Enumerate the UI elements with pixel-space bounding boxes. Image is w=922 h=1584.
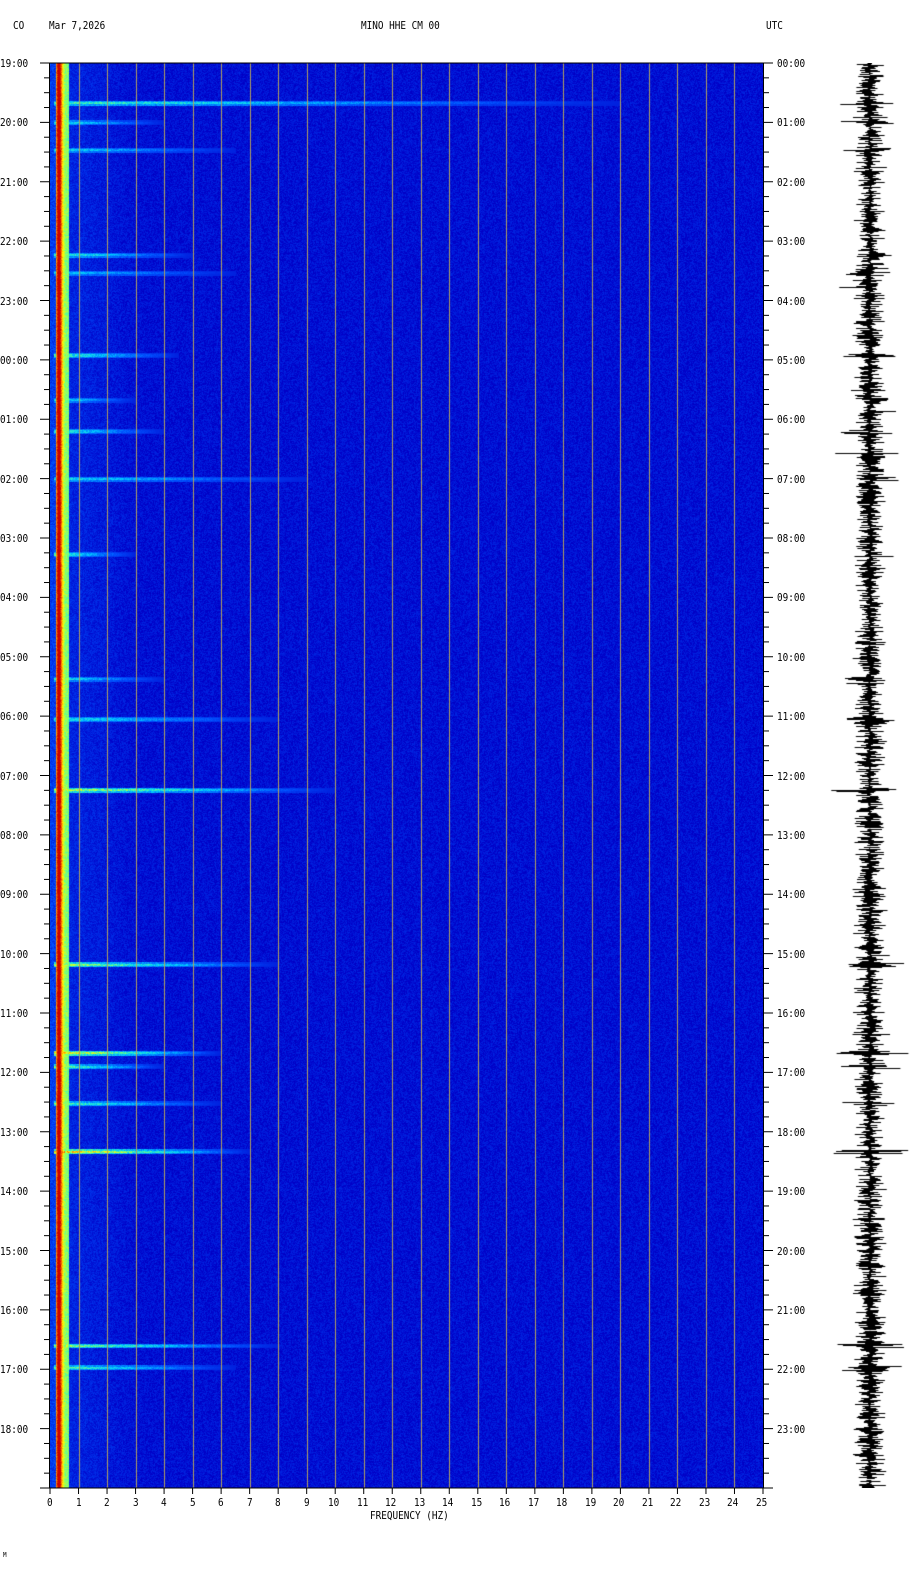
left-time-label: 03:00 <box>0 532 29 545</box>
x-tick-label: 25 <box>756 1496 768 1509</box>
x-tick-label: 18 <box>556 1496 568 1509</box>
right-time-label: 18:00 <box>777 1125 806 1139</box>
x-tick-label: 13 <box>413 1496 426 1509</box>
x-tick-label: 23 <box>698 1496 711 1509</box>
right-time-label: 10:00 <box>777 650 806 664</box>
right-time-label: 01:00 <box>777 116 806 130</box>
left-time-label: 01:00 <box>0 413 29 427</box>
x-tick-label: 4 <box>161 1496 167 1509</box>
station-label: MINO HHE CM 00 <box>361 19 440 32</box>
left-time-label: 02:00 <box>0 472 29 486</box>
x-tick-label: 22 <box>670 1496 682 1509</box>
left-time-label: 23:00 <box>0 294 29 308</box>
right-time-label: 14:00 <box>777 888 806 902</box>
left-time-label: 12:00 <box>0 1066 29 1080</box>
right-time-label: 20:00 <box>777 1244 806 1258</box>
right-time-label: 21:00 <box>777 1303 806 1317</box>
right-time-label: 13:00 <box>777 828 806 842</box>
left-time-label: 08:00 <box>0 828 29 842</box>
left-time-label: 16:00 <box>0 1303 29 1317</box>
left-time-label: 22:00 <box>0 235 29 249</box>
right-time-label: 00:00 <box>777 57 806 70</box>
right-time-label: 11:00 <box>777 710 806 724</box>
x-axis-label: FREQUENCY (HZ) <box>370 1509 449 1522</box>
left-time-label: 10:00 <box>0 947 29 961</box>
x-tick-label: 3 <box>132 1496 139 1509</box>
left-time-label: 11:00 <box>0 1007 29 1020</box>
network-label: CO <box>13 19 25 32</box>
right-time-label: 07:00 <box>777 472 806 486</box>
left-time-label: 17:00 <box>0 1363 29 1377</box>
right-time-label: 22:00 <box>777 1363 806 1377</box>
right-time-label: 06:00 <box>777 413 806 427</box>
left-time-label: 07:00 <box>0 769 29 783</box>
x-tick-label: 2 <box>104 1496 110 1509</box>
right-time-label: 15:00 <box>777 947 806 961</box>
x-tick-label: 11 <box>356 1496 368 1509</box>
right-time-label: 19:00 <box>777 1185 806 1199</box>
left-time-label: 13:00 <box>0 1125 29 1139</box>
left-time-label: 05:00 <box>0 650 29 664</box>
x-tick-label: 17 <box>527 1496 540 1509</box>
right-time-label: 17:00 <box>777 1066 806 1080</box>
left-time-label: 06:00 <box>0 710 29 724</box>
left-time-label: 21:00 <box>0 175 29 189</box>
left-time-label: 15:00 <box>0 1244 29 1258</box>
right-time-label: 23:00 <box>777 1422 806 1436</box>
x-tick-label: 21 <box>641 1496 654 1509</box>
x-tick-label: 10 <box>328 1496 340 1509</box>
x-tick-label: 19 <box>584 1496 597 1509</box>
x-tick-label: 16 <box>499 1496 511 1509</box>
left-time-label: 14:00 <box>0 1185 29 1199</box>
x-tick-label: 5 <box>189 1496 196 1509</box>
right-time-label: 02:00 <box>777 175 806 189</box>
left-time-label: 18:00 <box>0 1422 29 1436</box>
x-tick-label: 8 <box>275 1496 281 1509</box>
spectrogram <box>50 63 763 1488</box>
right-time-label: 09:00 <box>777 591 806 605</box>
footer-mark: M <box>3 1551 7 1559</box>
x-tick-label: 9 <box>303 1496 310 1509</box>
x-tick-label: 24 <box>727 1496 739 1509</box>
x-tick-label: 6 <box>218 1496 224 1509</box>
x-tick-label: 0 <box>47 1496 53 1509</box>
x-tick-label: 15 <box>470 1496 483 1509</box>
x-tick-label: 1 <box>75 1496 82 1509</box>
left-time-label: 09:00 <box>0 888 29 902</box>
x-tick-label: 12 <box>385 1496 397 1509</box>
date-label: Mar 7,2026 <box>49 19 106 32</box>
left-time-label: 20:00 <box>0 116 29 130</box>
left-time-label: 04:00 <box>0 591 29 605</box>
right-time-label: 04:00 <box>777 294 806 308</box>
x-tick-label: 7 <box>246 1496 253 1509</box>
right-time-label: 16:00 <box>777 1007 806 1020</box>
left-time-label: 00:00 <box>0 353 29 367</box>
right-time-label: 08:00 <box>777 532 806 545</box>
x-tick-label: 14 <box>442 1496 454 1509</box>
right-time-label: 05:00 <box>777 353 806 367</box>
x-tick-label: 20 <box>613 1496 625 1509</box>
timezone-label: UTC <box>766 19 783 32</box>
left-time-label: 19:00 <box>0 57 29 70</box>
right-time-label: 12:00 <box>777 769 806 783</box>
right-time-label: 03:00 <box>777 235 806 249</box>
seismogram-trace <box>830 63 910 1488</box>
